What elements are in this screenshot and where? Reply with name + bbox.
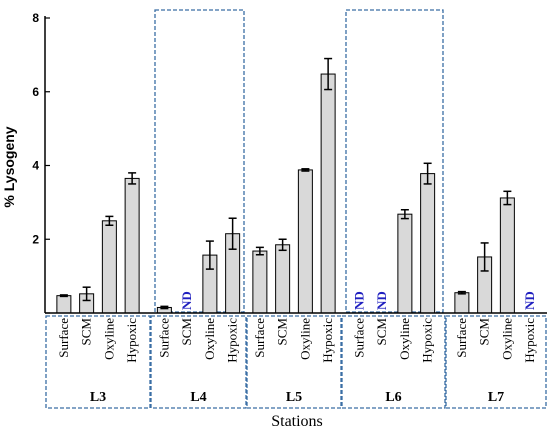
bar-L5-scm (275, 244, 291, 314)
bar-L5-oxyline (297, 169, 313, 314)
highlight-box-L6 (345, 9, 444, 313)
axes-layer: 2 4 6 8 (32, 11, 547, 314)
category-label-L3-oxyline: Oxyline (101, 318, 116, 360)
nd-label-L4-scm: ND (179, 291, 194, 310)
error-bar-L5-oxyline (301, 168, 310, 172)
error-bar-L6-hypoxic (423, 162, 432, 185)
error-bar-L7-scm (480, 242, 489, 272)
bar-L7-oxyline (499, 197, 515, 314)
category-label-L5-scm: SCM (275, 318, 290, 346)
nd-label-L6-surface: ND (351, 291, 366, 310)
category-label-L7-scm: SCM (477, 318, 492, 346)
category-label-L4-hypoxic: Hypoxic (225, 318, 240, 363)
station-box-L6 (341, 315, 446, 409)
station-label-L7: L7 (488, 390, 504, 405)
category-label-L6-oxyline: Oxyline (397, 318, 412, 360)
bar-L7-surface (454, 292, 470, 314)
error-bar-L6-oxyline (400, 209, 409, 220)
category-label-L4-oxyline: Oxyline (202, 318, 217, 360)
station-box-L7 (445, 315, 547, 409)
error-bar-L5-surface (255, 246, 264, 256)
error-bar-L3-surface (59, 294, 68, 298)
y-tick-label-4: 4 (32, 159, 39, 173)
station-label-L6: L6 (385, 390, 401, 405)
bar-L3-hypoxic (124, 177, 140, 314)
station-boxes (45, 9, 547, 409)
nd-label-L6-scm: ND (374, 291, 389, 310)
station-box-L3 (45, 315, 151, 409)
category-label-L5-oxyline: Oxyline (297, 318, 312, 360)
error-bar-L3-hypoxic (128, 172, 137, 185)
error-bar-L4-oxyline (205, 240, 214, 270)
bars-layer: L3 Surface SCM Oxyline Hypoxic L4 Surface SCM ND… (56, 57, 537, 405)
category-label-L7-oxyline: Oxyline (499, 318, 514, 360)
error-bar-L7-surface (457, 290, 466, 295)
error-bar-L5-scm (278, 238, 287, 252)
station-label-L5: L5 (286, 390, 302, 405)
category-label-L4-scm: SCM (179, 318, 194, 346)
bar-L6-oxyline (397, 213, 413, 314)
bar-L3-oxyline (101, 220, 117, 314)
bar-L3-surface (56, 295, 72, 314)
bar-L5-surface (252, 250, 268, 314)
category-label-L6-surface: Surface (351, 318, 366, 358)
error-bar-L4-hypoxic (228, 217, 237, 250)
category-label-L3-scm: SCM (79, 318, 94, 346)
category-label-L6-scm: SCM (374, 318, 389, 346)
nd-label-L7-hypoxic: ND (522, 291, 537, 310)
error-bar-L4-surface (160, 305, 169, 310)
station-box-L4 (150, 315, 247, 409)
y-axis-label: % Lysogeny (1, 126, 17, 207)
error-bar-L5-hypoxic (324, 57, 333, 91)
category-label-L4-surface: Surface (156, 318, 171, 358)
category-label-L5-surface: Surface (252, 318, 267, 358)
category-label-L7-surface: Surface (454, 318, 469, 358)
bar-L6-hypoxic (420, 173, 436, 314)
category-label-L3-surface: Surface (56, 318, 71, 358)
highlight-box-L4 (154, 9, 245, 313)
bar-L5-hypoxic (320, 73, 336, 314)
station-box-L5 (246, 315, 342, 409)
y-tick-label-8: 8 (32, 11, 39, 25)
station-label-L3: L3 (90, 390, 106, 405)
category-label-L7-hypoxic: Hypoxic (522, 318, 537, 363)
station-label-L4: L4 (190, 390, 206, 405)
error-bar-L3-oxyline (105, 215, 114, 226)
category-label-L5-hypoxic: Hypoxic (320, 318, 335, 363)
x-axis-label: Stations (271, 413, 323, 430)
y-tick-label-2: 2 (32, 232, 39, 246)
category-label-L3-hypoxic: Hypoxic (124, 318, 139, 363)
y-tick-label-6: 6 (32, 85, 39, 99)
category-label-L6-hypoxic: Hypoxic (420, 318, 435, 363)
error-bar-L7-oxyline (503, 190, 512, 206)
error-bar-L3-scm (82, 286, 91, 302)
